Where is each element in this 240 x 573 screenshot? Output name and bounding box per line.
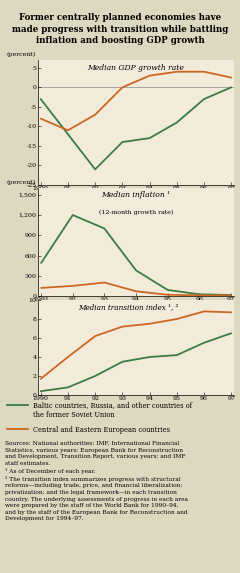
Text: (percent): (percent) xyxy=(7,52,36,57)
Text: Median transition index ¹, ²: Median transition index ¹, ² xyxy=(78,303,178,311)
Text: (percent): (percent) xyxy=(7,180,36,185)
Text: Central and Eastern European countries: Central and Eastern European countries xyxy=(33,426,170,434)
Text: (12-month growth rate): (12-month growth rate) xyxy=(99,210,173,215)
Text: Sources: National authorities; IMF, International Financial
Statistics, various : Sources: National authorities; IMF, Inte… xyxy=(5,441,188,521)
Text: Former centrally planned economies have
made progress with transition while batt: Former centrally planned economies have … xyxy=(12,13,228,45)
Text: Median inflation ¹: Median inflation ¹ xyxy=(102,191,171,199)
Text: Median GDP growth rate: Median GDP growth rate xyxy=(88,64,184,72)
Text: Baltic countries, Russia, and other countries of
the former Soviet Union: Baltic countries, Russia, and other coun… xyxy=(33,401,192,419)
